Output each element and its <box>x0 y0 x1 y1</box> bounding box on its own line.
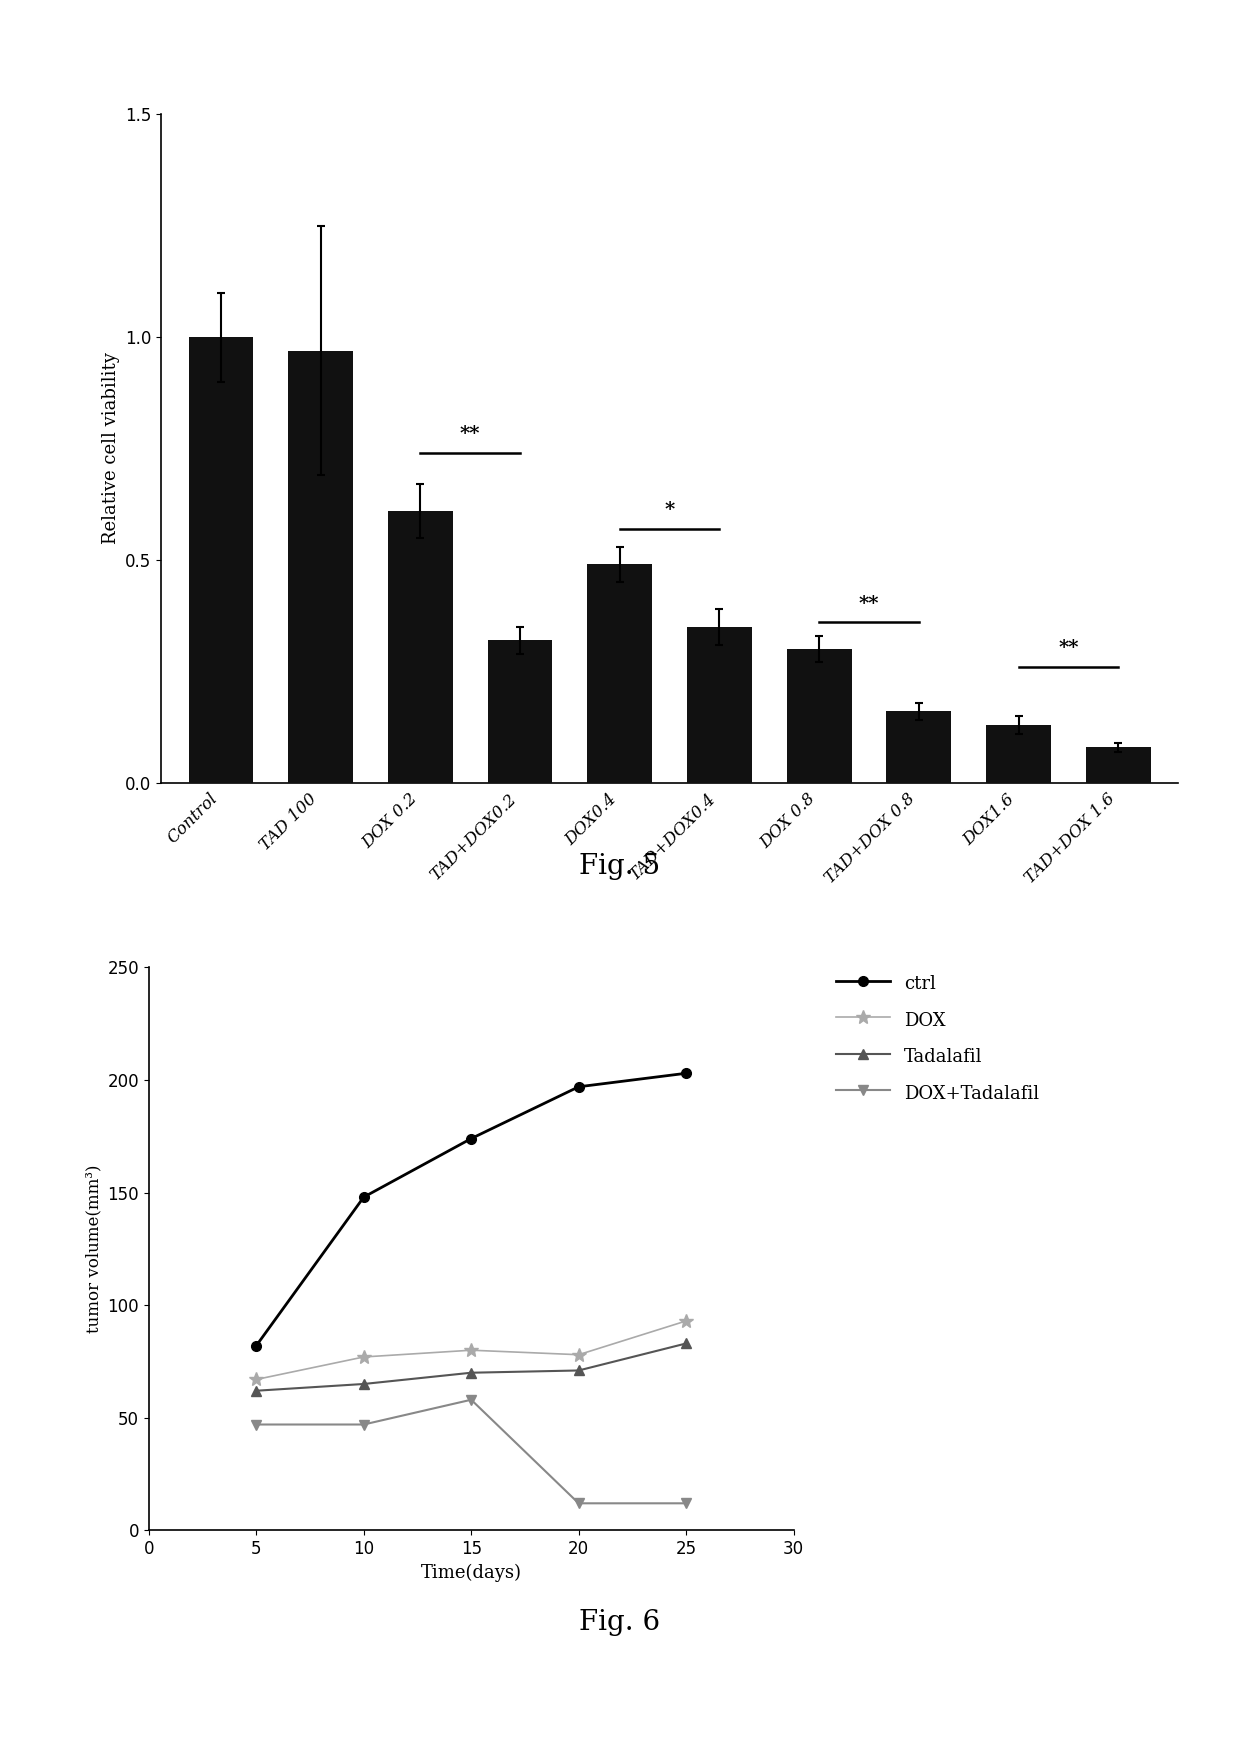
Text: **: ** <box>460 426 480 443</box>
X-axis label: Time(days): Time(days) <box>420 1564 522 1581</box>
DOX <box>678 1310 693 1332</box>
Line: Tadalafil: Tadalafil <box>252 1339 691 1395</box>
DOX+Tadalafil <box>464 1390 479 1411</box>
Bar <box>487 640 553 783</box>
Bar <box>188 338 253 783</box>
Legend: ctrl, DOX, Tadalafil, DOX+Tadalafil: ctrl, DOX, Tadalafil, DOX+Tadalafil <box>828 966 1047 1112</box>
DOX <box>249 1369 264 1390</box>
ctrl <box>356 1187 371 1208</box>
DOX <box>572 1344 587 1365</box>
ctrl <box>678 1062 693 1084</box>
Text: **: ** <box>859 595 879 612</box>
Line: DOX: DOX <box>249 1314 693 1386</box>
DOX+Tadalafil <box>678 1493 693 1514</box>
Tadalafil <box>464 1361 479 1383</box>
Y-axis label: tumor volume(mm³): tumor volume(mm³) <box>84 1164 102 1333</box>
Text: **: ** <box>1058 639 1079 658</box>
Bar <box>786 649 852 783</box>
Text: Fig. 6: Fig. 6 <box>579 1609 661 1636</box>
Tadalafil <box>356 1374 371 1395</box>
Text: *: * <box>665 501 675 519</box>
DOX+Tadalafil <box>249 1414 264 1435</box>
DOX+Tadalafil <box>572 1493 587 1514</box>
Tadalafil <box>572 1360 587 1381</box>
Text: Fig. 5: Fig. 5 <box>579 853 661 880</box>
Tadalafil <box>249 1381 264 1402</box>
ctrl <box>572 1077 587 1098</box>
Bar <box>288 350 353 783</box>
Bar <box>687 626 751 783</box>
Bar <box>1086 748 1151 783</box>
DOX <box>356 1346 371 1367</box>
DOX+Tadalafil <box>356 1414 371 1435</box>
Y-axis label: Relative cell viability: Relative cell viability <box>102 352 119 545</box>
Tadalafil <box>678 1333 693 1354</box>
ctrl <box>249 1335 264 1356</box>
Bar <box>887 711 951 783</box>
Bar <box>986 725 1052 783</box>
ctrl <box>464 1128 479 1149</box>
DOX <box>464 1340 479 1361</box>
Bar <box>388 510 453 783</box>
Line: DOX+Tadalafil: DOX+Tadalafil <box>252 1395 691 1507</box>
Line: ctrl: ctrl <box>252 1068 691 1351</box>
Bar <box>588 565 652 783</box>
